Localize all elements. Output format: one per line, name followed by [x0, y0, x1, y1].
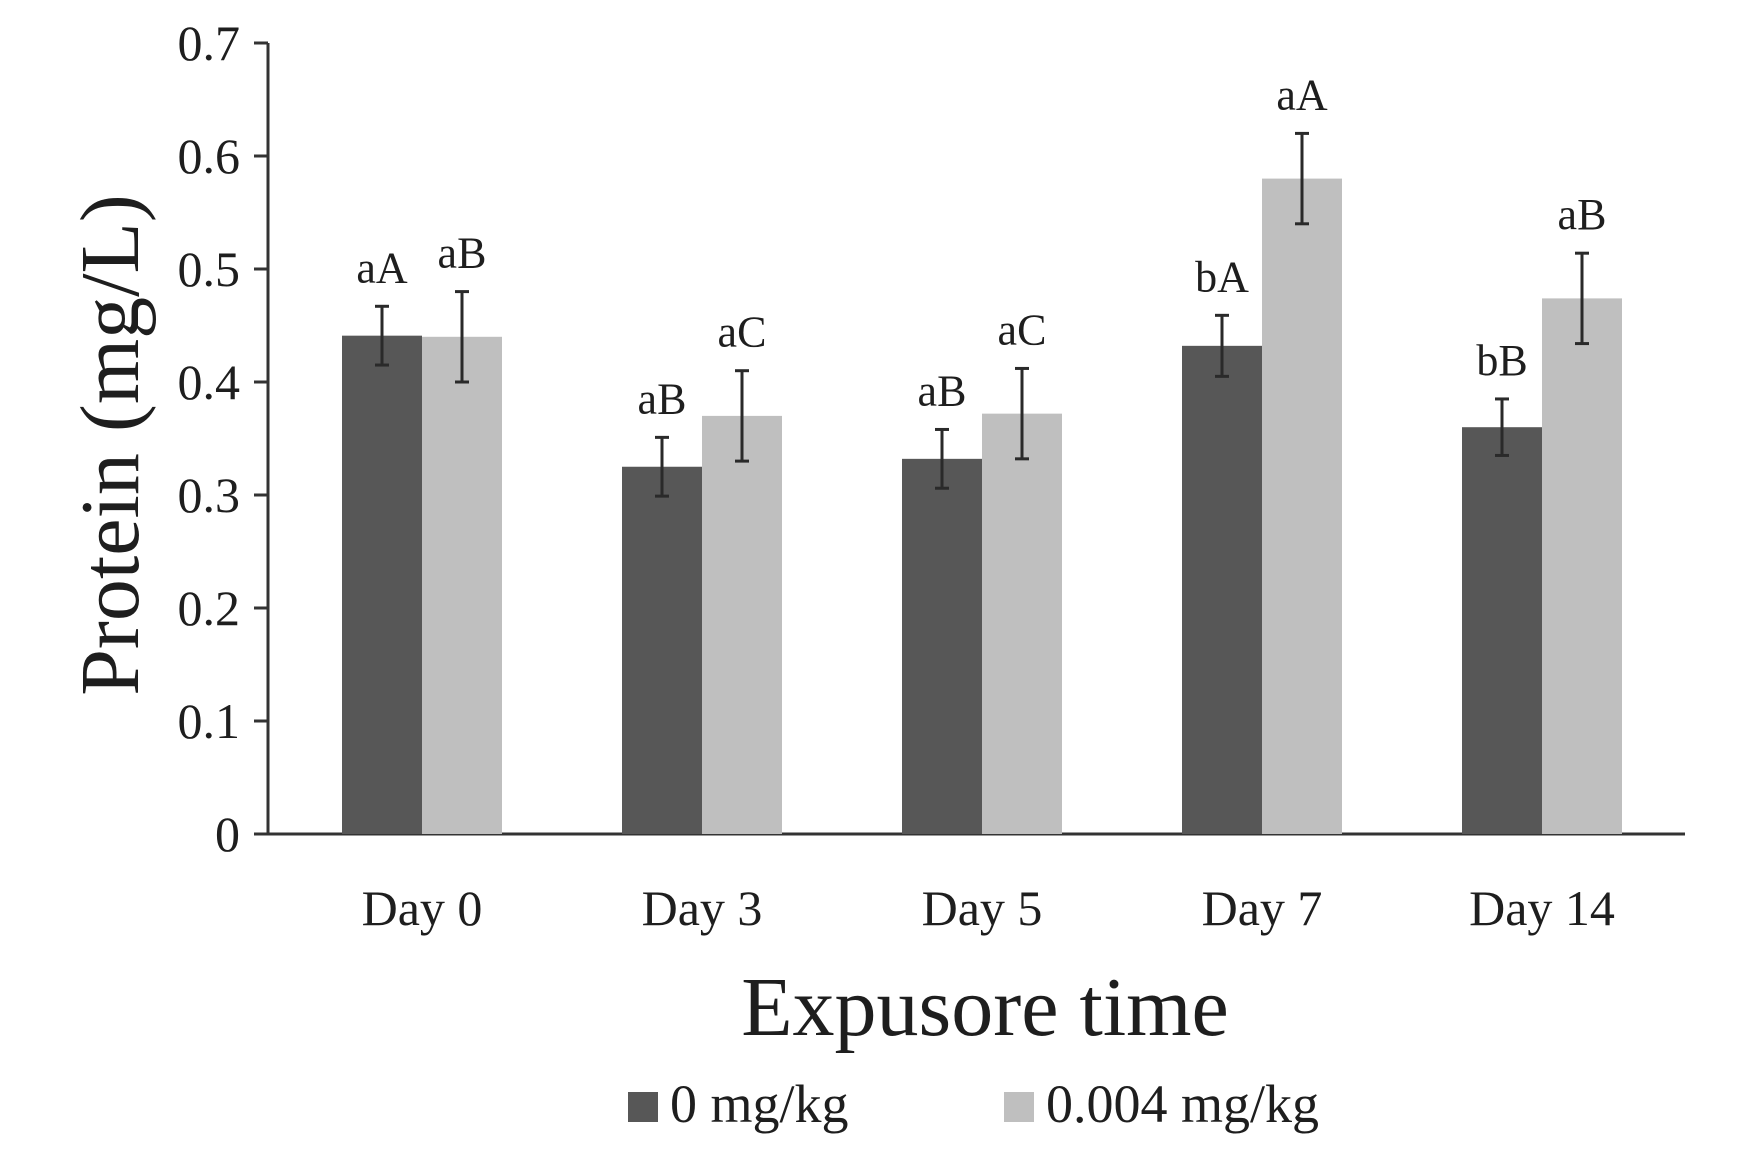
bar	[342, 335, 422, 834]
legend-swatch-0.004-mg-kg	[1004, 1092, 1034, 1122]
y-axis-title: Protein (mg/L)	[64, 194, 157, 696]
significance-label: aB	[918, 366, 967, 415]
significance-labels: aA aB aB bA bB aB aC aC aA aB	[356, 70, 1606, 423]
significance-label: aB	[438, 229, 487, 278]
y-tick-label: 0.4	[178, 354, 241, 410]
y-tick-label: 0	[215, 806, 240, 862]
legend-swatch-0-mg-kg	[628, 1092, 658, 1122]
bar	[982, 413, 1062, 834]
significance-label: bB	[1476, 336, 1527, 385]
x-tick-label: Day 7	[1202, 880, 1323, 936]
y-tick-label: 0.3	[178, 467, 241, 523]
significance-label: aC	[718, 308, 767, 357]
legend-label-0-mg-kg: 0 mg/kg	[670, 1074, 849, 1134]
bar	[1542, 298, 1622, 834]
significance-label: aC	[998, 305, 1047, 354]
x-axis-title: Expusore time	[741, 961, 1229, 1054]
bar	[1262, 178, 1342, 835]
significance-label: aB	[1558, 190, 1607, 239]
y-tick-label: 0.1	[178, 693, 241, 749]
x-tick-label: Day 3	[642, 880, 763, 936]
x-tick-label: Day 14	[1469, 880, 1615, 936]
bar	[1462, 427, 1542, 834]
bar	[622, 466, 702, 834]
x-axis: Day 0 Day 3 Day 5 Day 7 Day 14	[268, 832, 1685, 936]
bar	[702, 415, 782, 834]
bar	[1182, 345, 1262, 834]
y-tick-label: 0.5	[178, 241, 241, 297]
bar	[902, 458, 982, 834]
significance-label: aA	[356, 243, 408, 292]
significance-label: aA	[1276, 70, 1328, 119]
significance-label: bA	[1195, 252, 1249, 301]
y-axis: 0 0.1 0.2 0.3 0.4 0.5 0.6 0.7	[178, 15, 270, 862]
x-tick-label: Day 0	[362, 880, 483, 936]
y-tick-label: 0.7	[178, 15, 241, 71]
significance-label: aB	[638, 374, 687, 423]
bar-marks	[342, 131, 1622, 835]
y-tick-label: 0.2	[178, 580, 241, 636]
legend-label-0.004-mg-kg: 0.004 mg/kg	[1046, 1074, 1319, 1134]
x-tick-label: Day 5	[922, 880, 1043, 936]
legend: 0 mg/kg 0.004 mg/kg	[628, 1074, 1319, 1134]
bar	[422, 336, 502, 834]
y-tick-label: 0.6	[178, 128, 241, 184]
